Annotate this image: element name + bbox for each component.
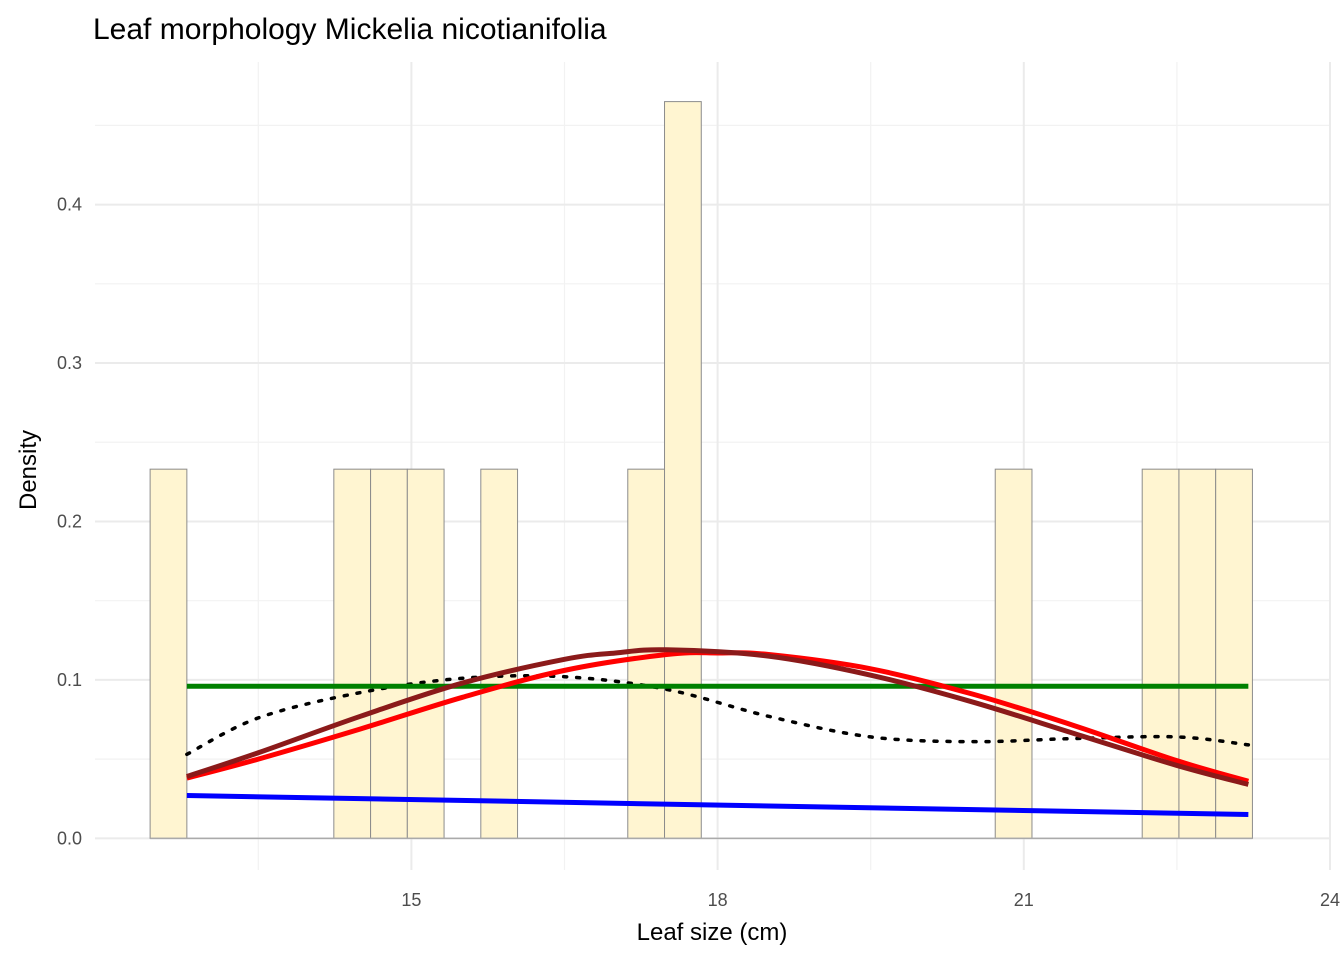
x-tick-label: 21: [1014, 890, 1034, 910]
x-axis-title: Leaf size (cm): [637, 919, 788, 946]
y-tick-label: 0.1: [57, 670, 82, 690]
y-tick-label: 0.4: [57, 195, 82, 215]
x-tick-label: 15: [401, 890, 421, 910]
histogram-bar: [149, 468, 188, 839]
density-curve: [185, 673, 1251, 757]
x-axis-tick-labels: 15 18 21 24: [401, 890, 1340, 910]
histogram-bars: [149, 101, 1253, 840]
histogram-bar: [333, 468, 372, 839]
y-tick-label: 0.3: [57, 353, 82, 373]
density-curve: [186, 647, 1249, 787]
histogram-bar: [1141, 468, 1180, 839]
density-curves: [185, 647, 1251, 818]
x-tick-label: 18: [708, 890, 728, 910]
histogram-bar: [406, 468, 445, 839]
minor-gridlines: [95, 62, 1330, 870]
y-tick-label: 0.0: [57, 828, 82, 848]
chart-title: Leaf morphology Mickelia nicotianifolia: [93, 13, 607, 46]
histogram-bar: [664, 101, 702, 839]
density-curve: [186, 793, 1249, 818]
histogram-bar: [480, 468, 519, 839]
x-tick-label: 24: [1320, 890, 1340, 910]
histogram-bar: [994, 468, 1033, 839]
y-axis-title: Density: [15, 430, 42, 510]
y-axis-tick-labels: 0.0 0.1 0.2 0.3 0.4: [57, 195, 82, 849]
y-tick-label: 0.2: [57, 511, 82, 531]
histogram-bar: [370, 468, 408, 839]
histogram-bar: [1178, 468, 1217, 839]
